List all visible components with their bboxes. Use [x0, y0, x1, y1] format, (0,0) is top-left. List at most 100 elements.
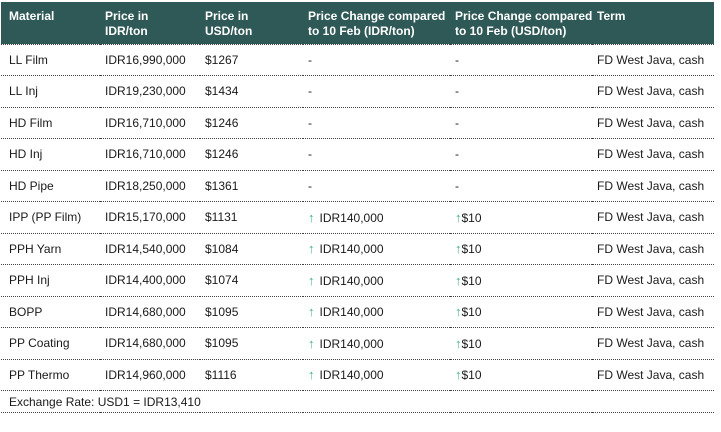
cell-price-idr: IDR16,710,000: [100, 138, 200, 171]
cell-material: PP Coating: [1, 327, 100, 360]
cell-term: FD West Java, cash: [592, 170, 714, 202]
up-arrow-icon: ↑: [455, 241, 462, 257]
cell-price-change-usd: ↑$10: [450, 359, 592, 391]
cell-price-change-usd: -: [450, 75, 592, 108]
cell-price-change-idr: ↑ IDR140,000: [303, 201, 450, 234]
cell-price-change-usd: ↑$10: [450, 264, 592, 297]
cell-price-change-idr: ↑ IDR140,000: [303, 264, 450, 297]
cell-price-idr: IDR16,710,000: [100, 107, 200, 139]
up-arrow-icon: ↑: [308, 241, 315, 257]
cell-price-change-idr: -: [303, 138, 450, 171]
cell-price-usd: $1361: [200, 170, 303, 202]
cell-price-usd: $1095: [200, 296, 303, 328]
cell-price-idr: IDR18,250,000: [100, 170, 200, 202]
up-arrow-icon: ↑: [308, 272, 315, 288]
cell-price-change-usd: ↑$10: [450, 296, 592, 328]
cell-material: PP Thermo: [1, 359, 100, 391]
table-body: LL Film IDR16,990,000 $1267 - - FD West …: [1, 44, 714, 391]
cell-price-idr: IDR15,170,000: [100, 201, 200, 234]
table-row: PPH Yarn IDR14,540,000 $1084 ↑ IDR140,000…: [1, 233, 714, 265]
up-arrow-icon: ↑: [455, 335, 462, 351]
column-header-change-idr: Price Change compared to 10 Feb (IDR/ton…: [303, 2, 450, 45]
cell-term: FD West Java, cash: [592, 327, 714, 360]
cell-material: LL Film: [1, 44, 100, 76]
cell-material: PPH Yarn: [1, 233, 100, 265]
cell-price-idr: IDR14,400,000: [100, 264, 200, 297]
cell-price-idr: IDR16,990,000: [100, 44, 200, 76]
cell-price-usd: $1095: [200, 327, 303, 360]
table-row: HD Film IDR16,710,000 $1246 - - FD West …: [1, 107, 714, 139]
cell-material: BOPP: [1, 296, 100, 328]
cell-term: FD West Java, cash: [592, 107, 714, 139]
table-header-row: Material Price in IDR/ton Price in USD/t…: [1, 2, 714, 45]
cell-price-idr: IDR14,960,000: [100, 359, 200, 391]
table-row: BOPP IDR14,680,000 $1095 ↑ IDR140,000 ↑$1…: [1, 296, 714, 328]
cell-price-usd: $1246: [200, 138, 303, 171]
cell-price-change-idr: -: [303, 44, 450, 76]
cell-material: PPH Inj: [1, 264, 100, 297]
up-arrow-icon: ↑: [308, 209, 315, 225]
table-row: PP Coating IDR14,680,000 $1095 ↑ IDR140,0…: [1, 327, 714, 360]
cell-price-idr: IDR14,540,000: [100, 233, 200, 265]
cell-term: FD West Java, cash: [592, 264, 714, 297]
column-header-change-usd: Price Change compared to 10 Feb (USD/ton…: [450, 2, 592, 45]
up-arrow-icon: ↑: [455, 272, 462, 288]
cell-price-change-idr: ↑ IDR140,000: [303, 233, 450, 265]
cell-term: FD West Java, cash: [592, 138, 714, 171]
cell-price-change-idr: ↑ IDR140,000: [303, 327, 450, 360]
table-row: PPH Inj IDR14,400,000 $1074 ↑ IDR140,000 …: [1, 264, 714, 297]
cell-price-idr: IDR14,680,000: [100, 327, 200, 360]
cell-term: FD West Java, cash: [592, 359, 714, 391]
column-header-price-usd: Price in USD/ton: [200, 2, 303, 45]
cell-price-change-idr: ↑ IDR140,000: [303, 296, 450, 328]
table-row: LL Inj IDR19,230,000 $1434 - - FD West J…: [1, 75, 714, 108]
cell-price-usd: $1267: [200, 44, 303, 76]
column-header-term: Term: [592, 2, 714, 45]
cell-price-change-usd: -: [450, 170, 592, 202]
cell-price-usd: $1116: [200, 359, 303, 391]
cell-price-change-usd: ↑$10: [450, 327, 592, 360]
cell-price-usd: $1246: [200, 107, 303, 139]
cell-material: LL Inj: [1, 75, 100, 108]
cell-term: FD West Java, cash: [592, 75, 714, 108]
up-arrow-icon: ↑: [308, 304, 315, 320]
cell-price-usd: $1131: [200, 201, 303, 234]
column-header-price-idr: Price in IDR/ton: [100, 2, 200, 45]
cell-price-usd: $1434: [200, 75, 303, 108]
cell-price-usd: $1084: [200, 233, 303, 265]
cell-price-change-idr: -: [303, 75, 450, 108]
cell-price-change-usd: ↑$10: [450, 201, 592, 234]
cell-material: HD Pipe: [1, 170, 100, 202]
exchange-rate-row: Exchange Rate: USD1 = IDR13,410: [1, 390, 714, 413]
table-row: LL Film IDR16,990,000 $1267 - - FD West …: [1, 44, 714, 76]
cell-material: HD Inj: [1, 138, 100, 171]
up-arrow-icon: ↑: [455, 209, 462, 225]
up-arrow-icon: ↑: [455, 304, 462, 320]
cell-price-idr: IDR19,230,000: [100, 75, 200, 108]
cell-price-idr: IDR14,680,000: [100, 296, 200, 328]
cell-price-change-usd: -: [450, 44, 592, 76]
up-arrow-icon: ↑: [308, 367, 315, 383]
cell-price-change-idr: ↑ IDR140,000: [303, 359, 450, 391]
cell-price-change-usd: -: [450, 138, 592, 171]
exchange-rate-note: Exchange Rate: USD1 = IDR13,410: [1, 390, 714, 413]
cell-price-change-idr: -: [303, 170, 450, 202]
cell-term: FD West Java, cash: [592, 201, 714, 234]
up-arrow-icon: ↑: [455, 367, 462, 383]
cell-material: HD Film: [1, 107, 100, 139]
cell-price-usd: $1074: [200, 264, 303, 297]
cell-material: IPP (PP Film): [1, 201, 100, 234]
cell-term: FD West Java, cash: [592, 233, 714, 265]
table-row: PP Thermo IDR14,960,000 $1116 ↑ IDR140,00…: [1, 359, 714, 391]
cell-price-change-idr: -: [303, 107, 450, 139]
column-header-material: Material: [1, 2, 100, 45]
table-row: HD Inj IDR16,710,000 $1246 - - FD West J…: [1, 138, 714, 171]
table-row: HD Pipe IDR18,250,000 $1361 - - FD West …: [1, 170, 714, 202]
cell-price-change-usd: -: [450, 107, 592, 139]
cell-term: FD West Java, cash: [592, 296, 714, 328]
price-table: Material Price in IDR/ton Price in USD/t…: [1, 2, 714, 413]
table-row: IPP (PP Film) IDR15,170,000 $1131 ↑ IDR14…: [1, 201, 714, 234]
cell-price-change-usd: ↑$10: [450, 233, 592, 265]
up-arrow-icon: ↑: [308, 335, 315, 351]
